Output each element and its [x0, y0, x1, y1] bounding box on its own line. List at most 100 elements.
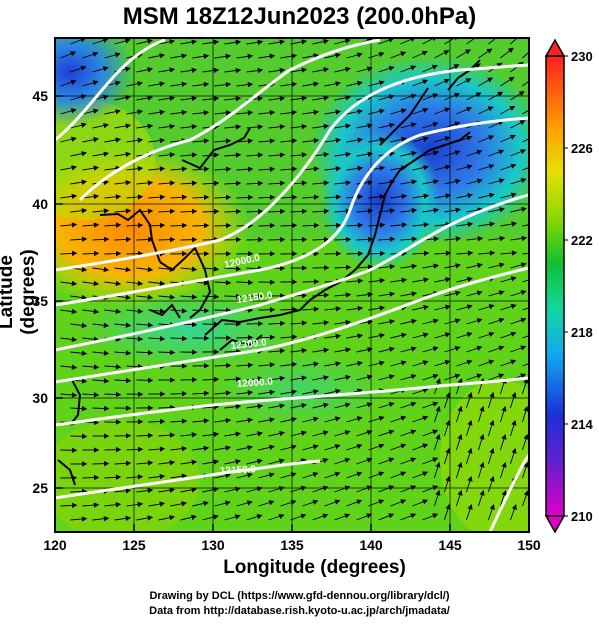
wind-arrow [500, 461, 507, 479]
wind-arrow [412, 443, 429, 451]
wind-arrow [224, 459, 241, 465]
wind-arrow [356, 151, 374, 157]
wind-arrow [522, 252, 529, 255]
x-tick-label: 135 [280, 537, 304, 553]
wind-arrow [334, 66, 351, 73]
wind-arrow [82, 364, 100, 370]
wind-arrow [302, 53, 320, 59]
wind-arrow [444, 178, 461, 185]
wind-arrow [500, 192, 517, 199]
wind-arrow [246, 376, 264, 382]
wind-arrow [236, 500, 253, 507]
wind-arrow [148, 473, 166, 480]
wind-arrow [268, 124, 286, 130]
wind-arrow [378, 457, 395, 465]
wind-arrow [70, 151, 87, 157]
wind-arrow [290, 320, 308, 326]
wind-arrow [104, 194, 122, 200]
wind-arrow [82, 392, 100, 398]
x-tick-label: 140 [359, 537, 383, 553]
x-tick-label: 145 [438, 537, 462, 553]
wind-arrow [158, 180, 176, 186]
wind-arrow [158, 459, 176, 466]
wind-arrow [268, 458, 285, 465]
wind-arrow [268, 152, 286, 158]
wind-arrow [170, 222, 188, 229]
wind-arrow [114, 38, 131, 45]
wind-arrow [400, 318, 417, 325]
temperature-field: 12000.0 12150.0 12300.0 12000.0 12150.0 [55, 38, 529, 532]
wind-arrow [434, 359, 451, 367]
wind-arrow [312, 95, 330, 101]
wind-arrow [466, 262, 483, 269]
wind-arrow [378, 346, 395, 353]
wind-arrow [434, 164, 451, 171]
wind-arrow [290, 95, 308, 102]
wind-arrow [400, 346, 417, 353]
wind-arrow [290, 236, 308, 243]
wind-arrow [70, 38, 87, 45]
wind-arrow [422, 513, 439, 521]
wind-arrow [60, 222, 78, 228]
wind-arrow [180, 266, 198, 272]
wind-arrow [346, 443, 363, 451]
wind-arrow [356, 208, 374, 214]
wind-arrow [280, 53, 298, 59]
wind-arrow [180, 208, 198, 215]
wind-arrow [82, 336, 100, 342]
wind-arrow [104, 474, 122, 480]
wind-arrow [465, 419, 473, 437]
wind-arrow [455, 461, 463, 479]
wind-arrow [412, 415, 429, 423]
wind-arrow [224, 152, 242, 158]
wind-arrow [280, 109, 298, 116]
wind-arrow [148, 137, 166, 144]
wind-arrow [280, 194, 298, 200]
wind-arrow [280, 444, 297, 451]
wind-arrow [378, 319, 396, 325]
wind-arrow [280, 334, 298, 340]
wind-arrow [114, 488, 132, 494]
wind-arrow [334, 292, 352, 298]
wind-arrow [158, 236, 176, 243]
wind-arrow [456, 276, 473, 283]
wind-arrow [466, 345, 483, 353]
wind-arrow [443, 503, 451, 521]
wind-arrow [290, 375, 308, 381]
wind-arrow [158, 95, 176, 101]
wind-arrow [455, 405, 463, 423]
wind-arrow [324, 166, 342, 172]
wind-arrow [180, 432, 198, 438]
wind-arrow [312, 347, 330, 353]
wind-arrow [356, 513, 373, 521]
wind-arrow [180, 487, 198, 493]
wind-arrow [510, 262, 527, 269]
wind-arrow [378, 65, 395, 73]
wind-arrow [456, 250, 474, 256]
credit-drawing: Drawing by DCL (https://www.gfd-dennou.o… [149, 590, 450, 602]
wind-arrow [521, 433, 529, 451]
wind-arrow [412, 360, 429, 367]
wind-arrow [180, 67, 198, 73]
wind-arrow [400, 179, 418, 185]
wind-arrow [236, 417, 254, 423]
wind-arrow [92, 208, 110, 214]
wind-arrow [500, 490, 507, 507]
wind-arrow [180, 95, 198, 102]
y-tick-label: 40 [32, 196, 48, 212]
wind-arrow [114, 377, 132, 384]
wind-arrow [444, 263, 462, 269]
wind-arrow [280, 499, 297, 507]
wind-arrow [466, 149, 483, 157]
wind-arrow [136, 123, 154, 129]
wind-arrow [312, 180, 330, 186]
wind-arrow [92, 151, 110, 157]
wind-arrow [422, 318, 439, 325]
wind-arrow [158, 349, 176, 356]
contour-label: 12150.0 [220, 464, 257, 477]
wind-arrow [378, 402, 395, 409]
wind-arrow [136, 487, 154, 494]
wind-arrow [158, 39, 176, 45]
wind-arrow [522, 461, 529, 479]
wind-arrow [202, 376, 220, 383]
